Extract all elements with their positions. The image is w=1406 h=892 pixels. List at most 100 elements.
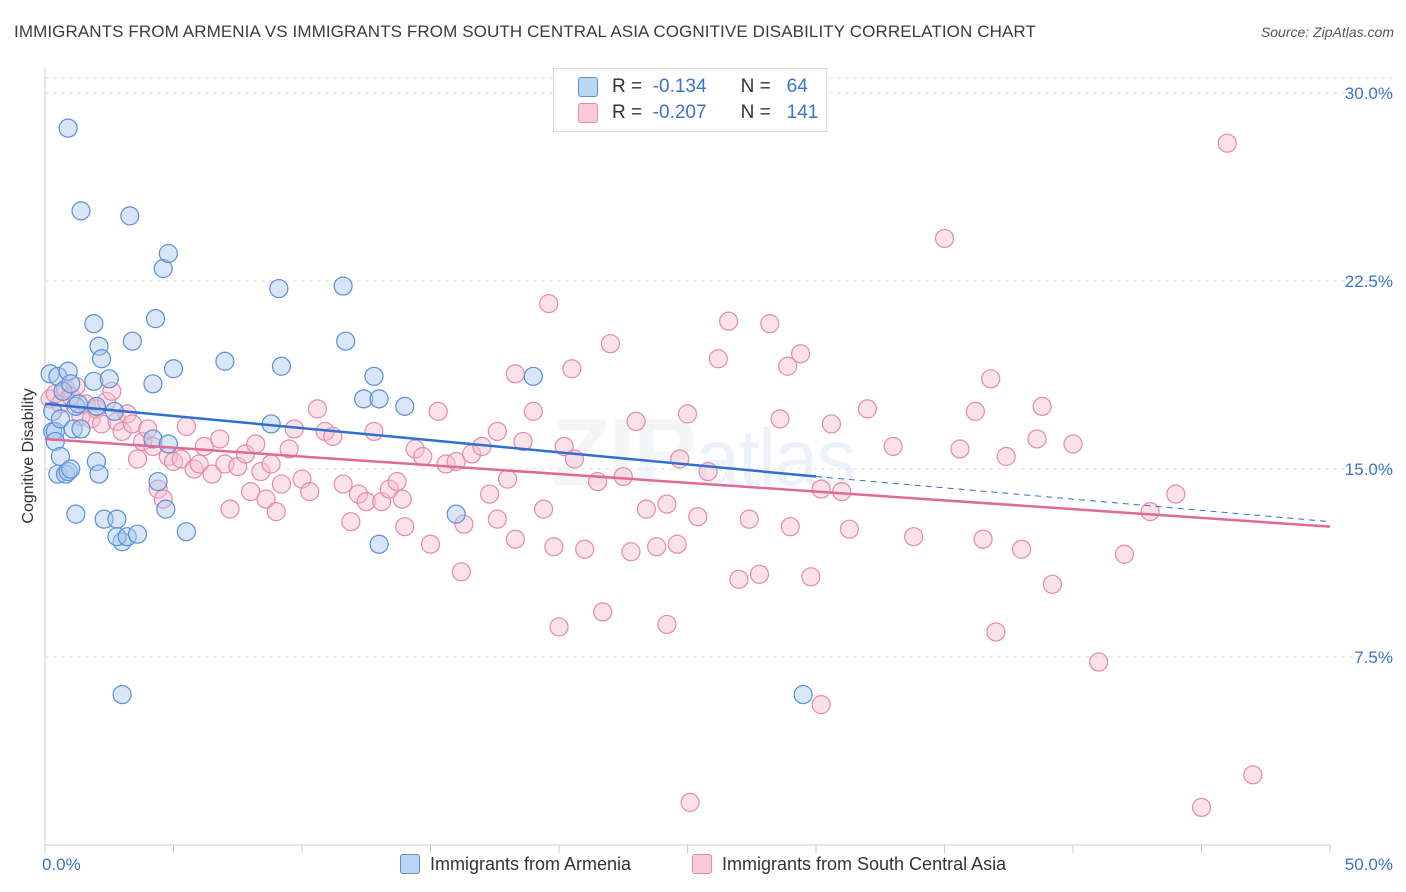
sca-point — [523, 401, 543, 421]
sca-point — [821, 414, 842, 434]
sca-point — [904, 527, 924, 547]
sca-point — [1089, 652, 1109, 672]
y-tick-label: 7.5% — [1354, 648, 1393, 667]
armenia-n-label: N = — [740, 76, 771, 97]
sca-point — [91, 414, 112, 434]
sca-point — [300, 481, 320, 502]
sca-point — [498, 469, 518, 489]
armenia-point — [58, 361, 78, 381]
armenia-point — [163, 359, 184, 379]
sca-point — [127, 449, 148, 469]
sca-point — [832, 481, 852, 502]
armenia-trendline-extension — [815, 476, 1331, 523]
x-tick-label: 0.0% — [42, 855, 81, 874]
sca-point — [480, 484, 500, 504]
legend-item-sca[interactable]: Immigrants from South Central Asia — [692, 852, 1006, 876]
sca-point — [392, 489, 412, 509]
sca-point — [1243, 765, 1263, 785]
sca-n-value: 141 — [786, 102, 819, 123]
sca-point — [575, 539, 595, 559]
armenia-point — [50, 409, 71, 429]
armenia-point — [107, 509, 127, 529]
armenia-point — [269, 278, 289, 299]
y-tick-label: 15.0% — [1345, 460, 1393, 479]
armenia-point — [120, 206, 140, 226]
sca-point — [487, 421, 507, 442]
sca-point — [986, 622, 1006, 642]
sca-point — [220, 499, 240, 519]
sca-point — [1191, 797, 1212, 818]
armenia-point — [354, 389, 374, 409]
armenia-point — [153, 258, 173, 279]
sca-point — [749, 564, 770, 584]
sca-point — [778, 356, 798, 376]
sca-point — [513, 431, 533, 452]
armenia-point — [61, 459, 81, 479]
sca-point — [621, 542, 641, 562]
armenia-point — [127, 524, 148, 544]
armenia-point — [89, 336, 109, 356]
sca-point — [341, 512, 361, 532]
sca-point — [965, 401, 985, 421]
sca-point — [261, 454, 281, 474]
sca-point — [533, 499, 554, 519]
sca-point — [790, 344, 811, 364]
sca-r-value: -0.207 — [652, 102, 707, 123]
sca-point — [176, 416, 196, 437]
sca-point — [413, 446, 433, 467]
armenia-point — [86, 396, 107, 416]
sca-point — [626, 411, 646, 432]
sca-point — [554, 436, 574, 457]
sca-point — [739, 509, 759, 529]
sca-point — [279, 439, 299, 459]
armenia-trendline — [44, 402, 817, 478]
y-tick-label: 22.5% — [1345, 272, 1393, 291]
sca-point — [647, 537, 667, 557]
armenia-n-value: 64 — [786, 76, 808, 97]
sca-point — [657, 494, 677, 514]
sca-point — [1042, 574, 1063, 594]
armenia-point — [369, 534, 389, 554]
sca-trendline — [44, 437, 1331, 528]
armenia-point — [112, 685, 132, 705]
sca-point — [122, 414, 142, 434]
sca-point — [801, 567, 821, 587]
armenia-point — [50, 446, 71, 467]
sca-point — [364, 421, 384, 442]
sca-point — [1011, 539, 1032, 559]
legend-sca-label: Immigrants from South Central Asia — [722, 853, 1007, 874]
sca-point — [811, 695, 831, 715]
legend-item-armenia[interactable]: Immigrants from Armenia — [400, 852, 631, 876]
legend-armenia-label: Immigrants from Armenia — [430, 853, 632, 874]
armenia-point — [91, 349, 112, 369]
sca-point — [883, 436, 903, 457]
armenia-r-value: -0.134 — [652, 76, 707, 97]
armenia-point — [63, 419, 83, 439]
armenia-point — [53, 381, 73, 401]
armenia-point — [71, 201, 91, 221]
stats-legend: R = -0.134 N = 64 R = -0.207 N = 141 — [553, 68, 827, 132]
armenia-point — [71, 419, 91, 439]
sca-point — [112, 421, 132, 442]
sca-points — [40, 95, 1263, 818]
sca-point — [387, 471, 407, 492]
sca-point — [395, 517, 415, 537]
sca-swatch — [578, 103, 598, 123]
sca-point — [271, 474, 292, 494]
sca-point — [729, 569, 749, 589]
source-credit: Source: ZipAtlas.com — [1260, 24, 1394, 40]
sca-point — [348, 484, 369, 504]
sca-point — [680, 792, 700, 812]
armenia-point — [176, 522, 196, 542]
sca-point — [138, 419, 158, 439]
sca-point — [163, 451, 184, 472]
sca-point — [973, 529, 993, 549]
sca-point — [719, 311, 739, 331]
sca-point — [428, 401, 448, 421]
sca-point — [613, 466, 633, 487]
armenia-point — [43, 401, 63, 421]
stats-row-armenia: R = -0.134 N = 64 — [578, 74, 808, 100]
sca-point — [1217, 133, 1237, 153]
sca-point — [539, 294, 559, 314]
